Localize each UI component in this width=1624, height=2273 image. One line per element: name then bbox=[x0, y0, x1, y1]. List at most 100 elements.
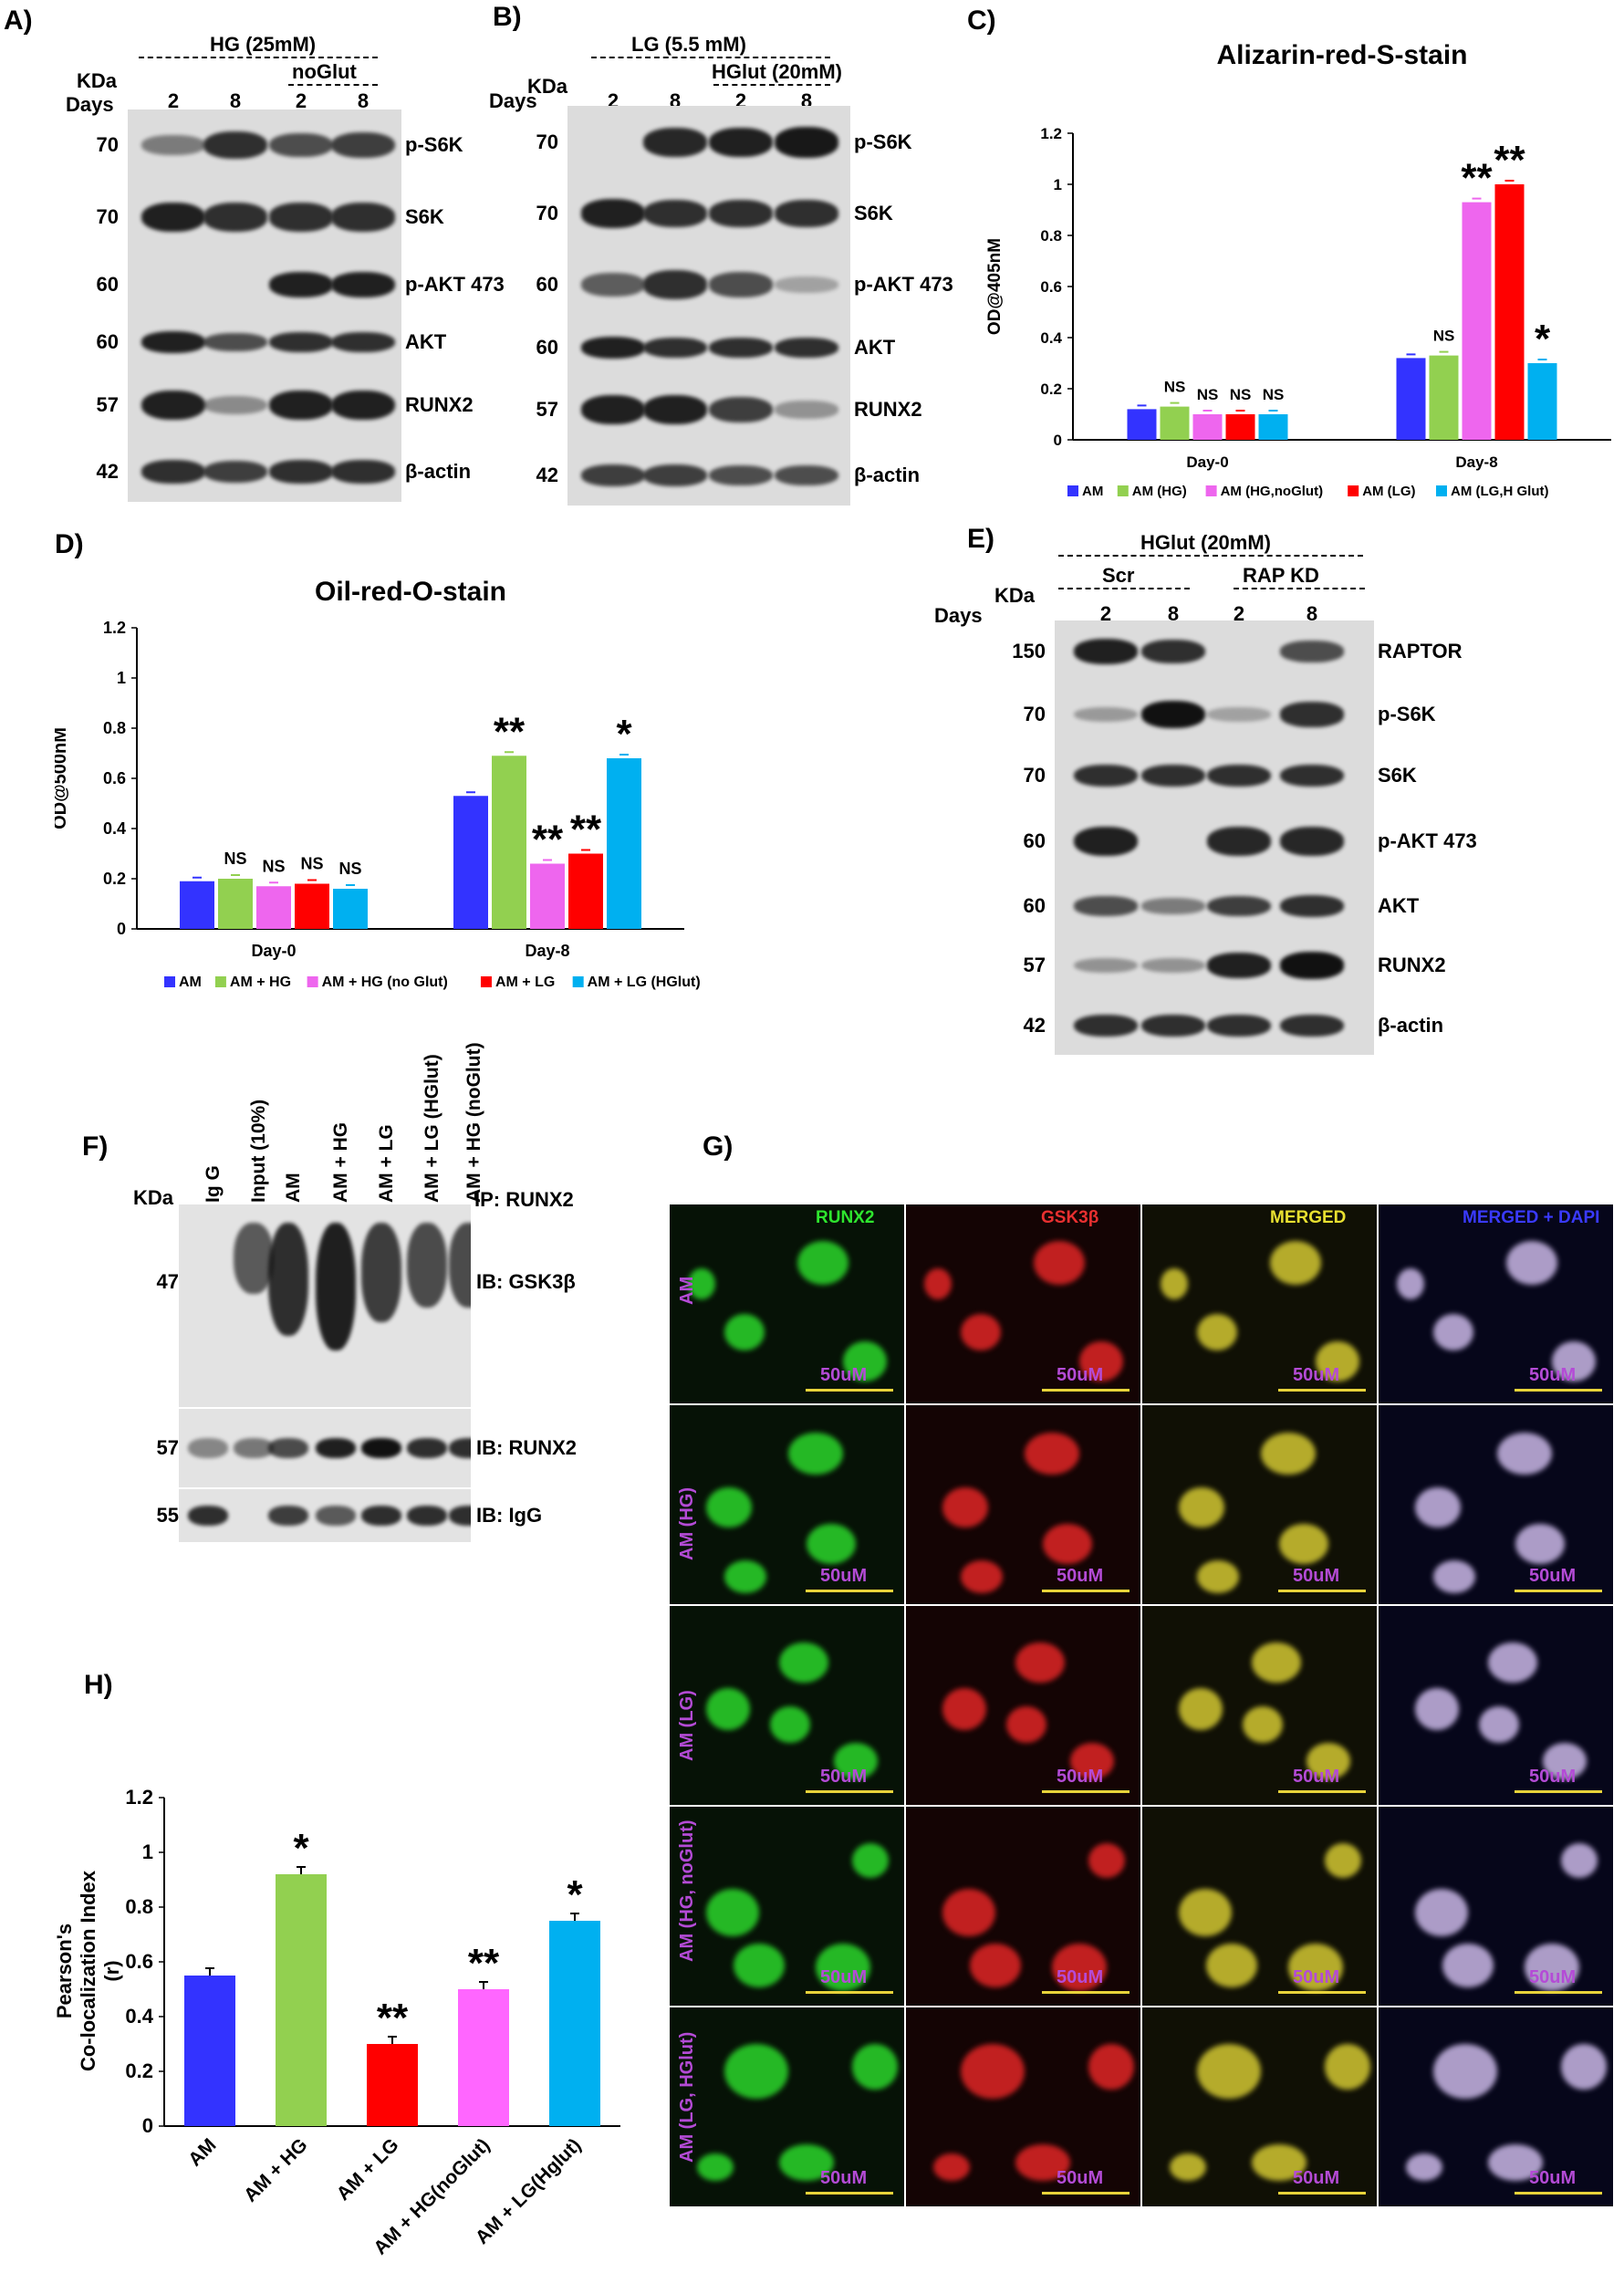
legend-label: AM (LG) bbox=[1362, 484, 1415, 499]
lane-label: 8 bbox=[229, 89, 242, 112]
protein-band bbox=[203, 203, 267, 232]
kda-value: 70 bbox=[96, 133, 119, 156]
blot-strip bbox=[128, 442, 401, 504]
protein-band bbox=[269, 132, 333, 158]
nucleus bbox=[1316, 1341, 1359, 1382]
significance-label: NS bbox=[1433, 328, 1455, 345]
protein-band bbox=[1280, 702, 1344, 727]
blot-strip bbox=[567, 248, 850, 323]
protein-band bbox=[643, 200, 707, 227]
category-label: AM bbox=[184, 2134, 220, 2170]
nucleus bbox=[924, 1268, 952, 1299]
channel-title: RUNX2 bbox=[816, 1208, 875, 1227]
protein-band bbox=[449, 1506, 471, 1526]
scale-bar bbox=[806, 1590, 893, 1592]
nucleus bbox=[1179, 1688, 1223, 1730]
blot-strip bbox=[1055, 805, 1374, 880]
protein-band bbox=[203, 332, 267, 351]
protein-band bbox=[269, 272, 333, 297]
protein-band bbox=[581, 337, 645, 359]
significance-label: NS bbox=[1197, 386, 1219, 403]
divider bbox=[1058, 588, 1190, 589]
micrograph: 50uM bbox=[1142, 1606, 1379, 1807]
chart-d: Oil-red-O-stain 0 0.2 0.4 0.6 0.8 1 1.2 OD@500nM… bbox=[55, 577, 701, 990]
micrograph: 50uM bbox=[1379, 1204, 1615, 1405]
legend-label: AM (HG) bbox=[1132, 484, 1187, 499]
chart-c: Alizarin-red-S-stain 0 0.2 0.4 0.6 0.8 1 1.2 OD@… bbox=[985, 40, 1611, 499]
scale-bar bbox=[1278, 1590, 1366, 1592]
nucleus bbox=[1552, 1341, 1596, 1382]
nucleus bbox=[1252, 1642, 1301, 1683]
scale-bar bbox=[1515, 2192, 1602, 2195]
protein-band bbox=[1207, 827, 1271, 856]
protein-band bbox=[1280, 641, 1344, 662]
scale-label: 50uM bbox=[1057, 1365, 1104, 1385]
panel-label: D) bbox=[55, 529, 84, 559]
nucleus bbox=[843, 1341, 887, 1382]
protein-band bbox=[361, 1506, 401, 1526]
band-name: AKT bbox=[854, 336, 896, 359]
protein-band bbox=[269, 460, 333, 484]
protein-band bbox=[1207, 764, 1271, 787]
y-tick-label: 0.4 bbox=[1040, 329, 1062, 347]
scale-label: 50uM bbox=[1057, 2168, 1104, 2188]
band-name: p-S6K bbox=[405, 133, 463, 156]
protein-band bbox=[1141, 957, 1205, 974]
nucleus bbox=[1070, 1743, 1114, 1779]
protein-band bbox=[775, 337, 838, 359]
lane-label: 2 bbox=[167, 89, 180, 112]
protein-band bbox=[407, 1506, 447, 1526]
nucleus bbox=[1433, 2044, 1497, 2099]
nucleus bbox=[1479, 1706, 1519, 1743]
band-name: AKT bbox=[405, 330, 447, 353]
condition-label: RAP KD bbox=[1243, 564, 1319, 587]
lane-label: Ig G bbox=[203, 1165, 224, 1203]
nucleus bbox=[1433, 1560, 1475, 1593]
micrograph: 50uM bbox=[906, 2007, 1142, 2208]
band-name: IB: RUNX2 bbox=[476, 1436, 578, 1459]
kda-header: KDa bbox=[994, 584, 1036, 607]
significance-label: NS bbox=[262, 857, 285, 875]
band-name: β-actin bbox=[405, 460, 472, 483]
nucleus bbox=[1406, 2153, 1442, 2181]
nucleus bbox=[1043, 1524, 1092, 1564]
y-axis-label: (r) bbox=[100, 1960, 123, 1981]
protein-band bbox=[1074, 896, 1138, 916]
scale-bar bbox=[806, 1790, 893, 1793]
kda-value: 57 bbox=[1023, 954, 1046, 976]
y-tick-label: 0 bbox=[142, 2114, 153, 2137]
protein-band bbox=[643, 270, 707, 299]
blot-strip bbox=[179, 1409, 471, 1489]
scale-bar bbox=[1042, 1590, 1130, 1592]
protein-band bbox=[188, 1506, 228, 1526]
nucleus bbox=[1397, 1268, 1424, 1299]
nucleus bbox=[816, 1944, 870, 1991]
legend-label: AM (LG,H Glut) bbox=[1451, 484, 1548, 499]
scale-label: 50uM bbox=[1057, 1967, 1104, 1987]
divider bbox=[139, 57, 378, 58]
nucleus bbox=[779, 2144, 834, 2181]
protein-band bbox=[316, 1438, 356, 1458]
micrograph: 50uM bbox=[1142, 1204, 1379, 1405]
days-header: Days bbox=[66, 93, 114, 116]
protein-band bbox=[449, 1438, 471, 1458]
nucleus bbox=[1488, 1642, 1537, 1683]
band-name: p-AKT 473 bbox=[854, 273, 953, 296]
protein-band bbox=[269, 331, 333, 353]
protein-band bbox=[331, 203, 395, 232]
blot-strip bbox=[1055, 878, 1374, 936]
condition-label: noGlut bbox=[292, 60, 357, 83]
nucleus bbox=[970, 1944, 1021, 1987]
condition-label: Scr bbox=[1102, 564, 1135, 587]
protein-band bbox=[581, 273, 645, 297]
condition-label: LG (5.5 mM) bbox=[631, 33, 746, 56]
protein-band bbox=[141, 202, 205, 233]
significance-label: NS bbox=[1164, 379, 1186, 396]
category-label: AM + LG bbox=[333, 2134, 403, 2205]
chart-title: Oil-red-O-stain bbox=[315, 577, 506, 607]
nucleus bbox=[1079, 1341, 1123, 1382]
lane-label: Input (10%) bbox=[248, 1099, 269, 1203]
bar bbox=[256, 886, 291, 929]
nucleus bbox=[1561, 1843, 1598, 1878]
bar bbox=[568, 853, 603, 929]
